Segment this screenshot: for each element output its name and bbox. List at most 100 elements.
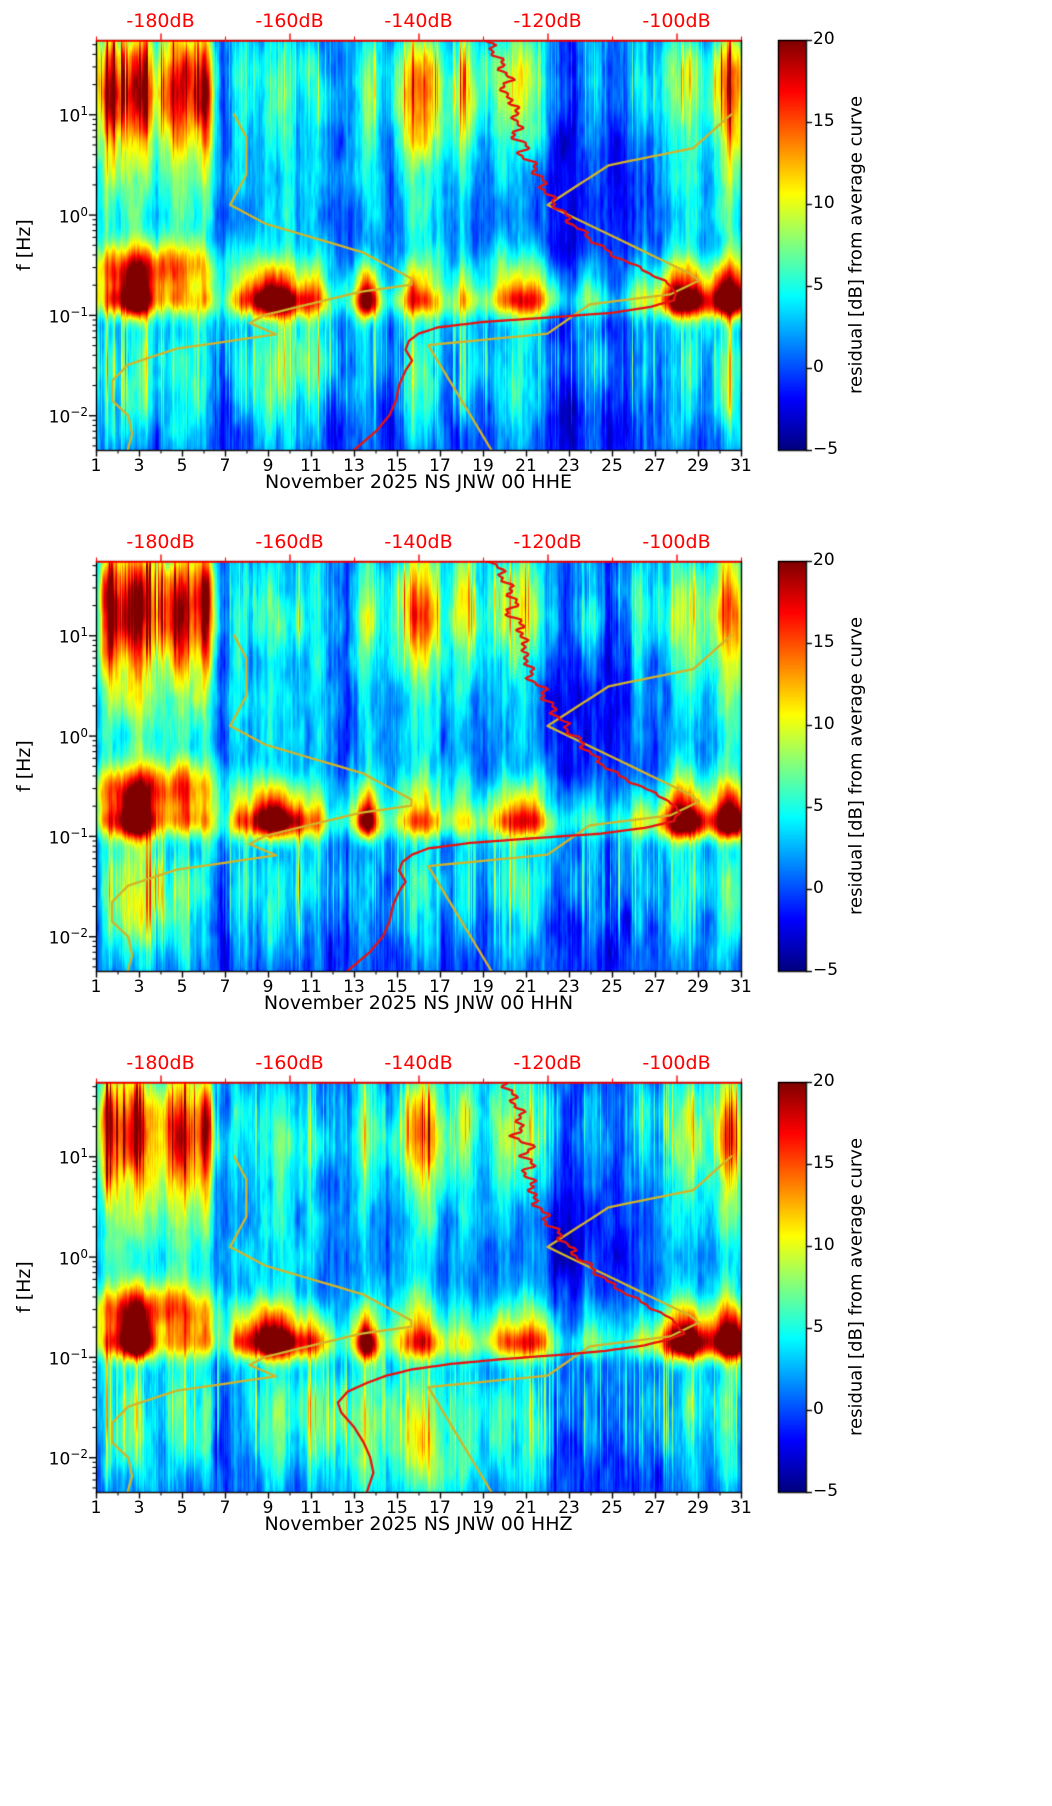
colorbar-tick-label: 10 [813,1235,835,1255]
y-tick-label: 100 [58,1246,88,1270]
x-tick-label: 9 [262,1498,274,1518]
colorbar-tick-label: 10 [813,714,835,734]
y-tick-label: 101 [58,1146,88,1169]
x-tick-label: 11 [300,456,322,476]
colorbar-tick-label: 20 [813,1071,835,1091]
x-tick-label: 31 [730,1498,752,1518]
colorbar-tick-label: 0 [813,1399,824,1419]
spectrogram-heatmap-hhn [96,561,741,971]
spectrogram-heatmap-hhz [96,1082,741,1492]
y-tick-label: 10−2 [48,926,88,949]
top-axis-tick-label: -120dB [513,10,582,32]
x-tick-label: 25 [601,456,623,476]
x-tick-label: 5 [176,1498,188,1518]
colorbar-tick-label: 20 [813,29,835,49]
y-tick-label: 100 [58,204,88,228]
y-tick-label: 101 [58,104,88,127]
y-axis-label: f [Hz] [13,740,35,792]
y-tick-label: 100 [58,725,88,749]
x-tick-label: 31 [730,977,752,997]
colorbar-tick-label: 5 [813,1317,824,1337]
x-tick-label: 27 [644,977,666,997]
x-tick-label: 13 [343,1498,365,1518]
x-tick-label: 29 [687,977,709,997]
top-axis-tick-label: -140dB [384,1052,453,1074]
colorbar-hhn [778,561,806,971]
x-tick-label: 15 [386,1498,408,1518]
x-tick-label: 3 [133,1498,145,1518]
spectrogram-panel-hhn: f [Hz] residual [dB] from average curve … [0,532,1052,1082]
x-tick-label: 29 [687,1498,709,1518]
top-axis-tick-label: -100dB [642,1052,711,1074]
x-tick-label: 11 [300,977,322,997]
x-tick-label: 17 [429,1498,451,1518]
x-tick-label: 1 [90,456,102,476]
x-tick-label: 1 [90,1498,102,1518]
x-tick-label: 5 [176,977,188,997]
x-tick-label: 1 [90,977,102,997]
x-tick-label: 23 [558,1498,580,1518]
colorbar-tick-label: 5 [813,796,824,816]
top-axis-tick-label: -160dB [255,531,324,553]
x-tick-label: 11 [300,1498,322,1518]
top-axis-tick-label: -180dB [126,531,195,553]
colorbar-tick-label: 10 [813,193,835,213]
x-tick-label: 3 [133,456,145,476]
top-axis-tick-label: -160dB [255,10,324,32]
x-tick-label: 27 [644,1498,666,1518]
y-tick-label: 10−2 [48,1447,88,1470]
colorbar-tick-label: 0 [813,878,824,898]
spectrogram-panel-hhz: f [Hz] residual [dB] from average curve … [0,1053,1052,1603]
x-tick-label: 21 [515,456,537,476]
spectrogram-heatmap-hhe [96,40,741,450]
x-tick-label: 23 [558,977,580,997]
x-tick-label: 25 [601,977,623,997]
top-axis-tick-label: -140dB [384,10,453,32]
colorbar-tick-label: 5 [813,275,824,295]
y-tick-label: 10−1 [48,1346,88,1370]
colorbar-label: residual [dB] from average curve [845,95,867,395]
colorbar-tick-label: −5 [813,960,839,980]
x-tick-label: 13 [343,456,365,476]
top-axis-tick-label: -100dB [642,10,711,32]
x-tick-label: 21 [515,977,537,997]
y-tick-label: 10−1 [48,304,88,328]
y-tick-label: 10−2 [48,405,88,428]
x-tick-label: 17 [429,977,451,997]
spectrogram-panel-hhe: f [Hz] residual [dB] from average curve … [0,11,1052,561]
top-axis-tick-label: -120dB [513,531,582,553]
x-tick-label: 31 [730,456,752,476]
colorbar-label: residual [dB] from average curve [845,616,867,916]
colorbar-tick-label: −5 [813,1481,839,1501]
x-tick-label: 19 [472,977,494,997]
colorbar-tick-label: 20 [813,550,835,570]
colorbar-tick-label: 15 [813,1153,835,1173]
x-tick-label: 29 [687,456,709,476]
y-tick-label: 10−1 [48,825,88,849]
top-axis-tick-label: -100dB [642,531,711,553]
colorbar-hhz [778,1082,806,1492]
colorbar-tick-label: 15 [813,632,835,652]
x-tick-label: 5 [176,456,188,476]
colorbar-tick-label: 0 [813,357,824,377]
colorbar-tick-label: −5 [813,439,839,459]
top-axis-tick-label: -140dB [384,531,453,553]
x-tick-label: 27 [644,456,666,476]
x-tick-label: 7 [219,977,231,997]
x-tick-label: 9 [262,456,274,476]
colorbar-hhe [778,40,806,450]
x-tick-label: 9 [262,977,274,997]
top-axis-tick-label: -180dB [126,1052,195,1074]
colorbar-label: residual [dB] from average curve [845,1137,867,1437]
y-axis-label: f [Hz] [13,1261,35,1313]
top-axis-tick-label: -160dB [255,1052,324,1074]
x-tick-label: 13 [343,977,365,997]
x-tick-label: 19 [472,456,494,476]
x-tick-label: 15 [386,977,408,997]
top-axis-tick-label: -180dB [126,10,195,32]
top-axis-tick-label: -120dB [513,1052,582,1074]
x-tick-label: 7 [219,1498,231,1518]
x-tick-label: 25 [601,1498,623,1518]
x-tick-label: 23 [558,456,580,476]
